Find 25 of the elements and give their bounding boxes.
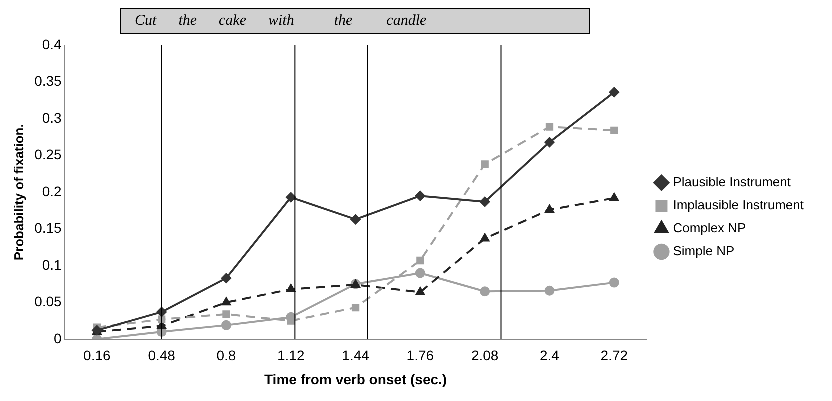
x-tick-label: 1.44 <box>342 348 370 364</box>
y-axis-title: Probability of fixation. <box>11 124 26 261</box>
x-tick-label: 2.72 <box>600 348 628 364</box>
y-tick-label: 0.4 <box>42 36 62 52</box>
y-tick-label: 0.1 <box>42 256 62 273</box>
x-tick-label: 2.08 <box>471 348 499 364</box>
legend-label: Plausible Instrument <box>673 174 792 190</box>
x-tick-label: 0.16 <box>84 348 112 364</box>
x-tick-label: 1.76 <box>406 348 434 364</box>
x-tick-label: 0.8 <box>216 348 236 364</box>
legend-label: Implausible Instrument <box>673 198 804 213</box>
sentence-box: Cut the cake with the candle <box>120 8 590 34</box>
legend-label: Simple NP <box>673 244 735 259</box>
y-tick-label: 0.35 <box>34 73 62 90</box>
x-tick-label: 2.4 <box>540 348 560 364</box>
y-tick-label: 0 <box>54 330 62 346</box>
x-axis-title: Time from verb onset (sec.) <box>264 371 448 388</box>
y-tick-label: 0.05 <box>34 294 62 310</box>
y-tick-label: 0.3 <box>42 110 62 126</box>
y-tick-label: 0.2 <box>42 183 62 200</box>
y-tick-label: 0.25 <box>34 146 62 163</box>
x-tick-label: 1.12 <box>278 348 305 364</box>
legend-label: Complex NP <box>673 220 746 236</box>
y-tick-label: 0.15 <box>34 220 62 236</box>
x-tick-label: 0.48 <box>148 348 176 364</box>
